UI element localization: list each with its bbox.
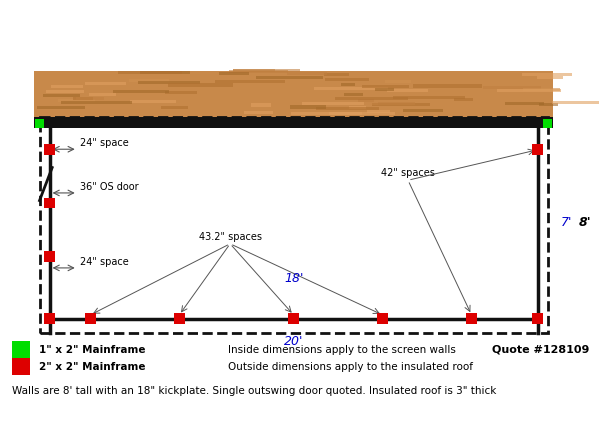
Bar — [44, 313, 55, 324]
Bar — [113, 90, 169, 93]
Bar — [219, 72, 249, 75]
Bar — [251, 103, 271, 106]
Bar — [85, 313, 95, 324]
Bar — [61, 101, 131, 104]
Bar — [362, 85, 409, 88]
Bar — [46, 89, 85, 93]
Bar — [484, 86, 541, 89]
Bar — [329, 112, 395, 115]
Bar — [89, 93, 116, 96]
Bar — [523, 88, 560, 91]
Bar — [539, 103, 558, 106]
Text: 2" x 2" Mainframe: 2" x 2" Mainframe — [39, 362, 146, 372]
Bar — [161, 106, 188, 109]
Text: 36" OS door: 36" OS door — [80, 182, 139, 192]
Bar — [34, 117, 553, 128]
Bar — [349, 106, 366, 109]
Bar — [137, 81, 200, 84]
Bar — [174, 313, 185, 324]
Bar — [532, 313, 543, 324]
Bar — [388, 89, 428, 92]
Bar — [215, 81, 285, 84]
Bar — [291, 112, 362, 115]
Bar — [35, 119, 44, 128]
Bar — [392, 96, 465, 99]
Text: 43.2" spaces: 43.2" spaces — [199, 232, 262, 242]
Text: 18': 18' — [284, 272, 304, 285]
Text: 1" x 2" Mainframe: 1" x 2" Mainframe — [39, 345, 146, 355]
Bar — [44, 144, 55, 155]
Bar — [314, 87, 388, 90]
Text: Walls are 8' tall with an 18" kickplate. Single outswing door quoted. Insulated : Walls are 8' tall with an 18" kickplate.… — [12, 386, 496, 396]
Text: 20': 20' — [284, 335, 304, 349]
Bar — [44, 251, 55, 262]
Bar — [521, 73, 572, 76]
Bar — [325, 78, 370, 81]
Bar — [229, 70, 288, 73]
Bar — [358, 98, 374, 102]
Bar — [289, 313, 299, 324]
Text: Inside dimensions apply to the screen walls: Inside dimensions apply to the screen wa… — [228, 345, 456, 355]
Bar — [51, 84, 83, 88]
Text: 24" space: 24" space — [80, 138, 129, 148]
Bar — [364, 102, 415, 105]
Bar — [256, 76, 323, 79]
Bar — [537, 75, 563, 78]
Bar — [58, 99, 95, 102]
Bar — [505, 102, 544, 105]
Text: 7': 7' — [560, 216, 572, 229]
Bar — [302, 102, 378, 105]
Bar — [40, 117, 548, 333]
Bar — [344, 93, 363, 96]
Bar — [376, 88, 394, 91]
Bar — [129, 79, 169, 82]
Bar — [341, 83, 355, 86]
Bar — [466, 313, 477, 324]
Text: Quote #128109: Quote #128109 — [492, 345, 589, 355]
Text: Outside dimensions apply to the insulated roof: Outside dimensions apply to the insulate… — [228, 362, 473, 372]
Bar — [73, 97, 93, 100]
Text: 8': 8' — [578, 216, 591, 229]
Bar — [454, 98, 473, 101]
Bar — [377, 313, 388, 324]
Bar — [385, 80, 411, 83]
Bar — [44, 198, 55, 208]
Bar — [335, 97, 408, 100]
Bar — [497, 89, 561, 92]
Bar — [76, 97, 104, 100]
Bar — [551, 101, 600, 104]
Bar — [287, 72, 327, 75]
Bar — [367, 110, 390, 113]
Bar — [543, 119, 552, 128]
Bar — [373, 103, 430, 106]
Bar — [233, 69, 299, 72]
Text: 42" spaces: 42" spaces — [381, 168, 435, 179]
Bar — [37, 106, 85, 109]
Bar — [130, 100, 176, 103]
Bar — [140, 70, 190, 74]
Text: 24" space: 24" space — [80, 257, 129, 267]
Bar — [316, 107, 379, 110]
Bar — [233, 69, 275, 72]
Bar — [168, 84, 233, 86]
Bar — [244, 111, 272, 114]
Bar — [43, 94, 80, 98]
Bar — [85, 82, 126, 85]
Bar — [34, 71, 553, 117]
Bar — [324, 73, 349, 76]
Bar — [413, 84, 482, 87]
Bar — [532, 144, 543, 155]
Bar — [403, 109, 443, 112]
Bar — [290, 106, 326, 109]
Bar — [165, 91, 197, 94]
Bar — [118, 71, 182, 74]
